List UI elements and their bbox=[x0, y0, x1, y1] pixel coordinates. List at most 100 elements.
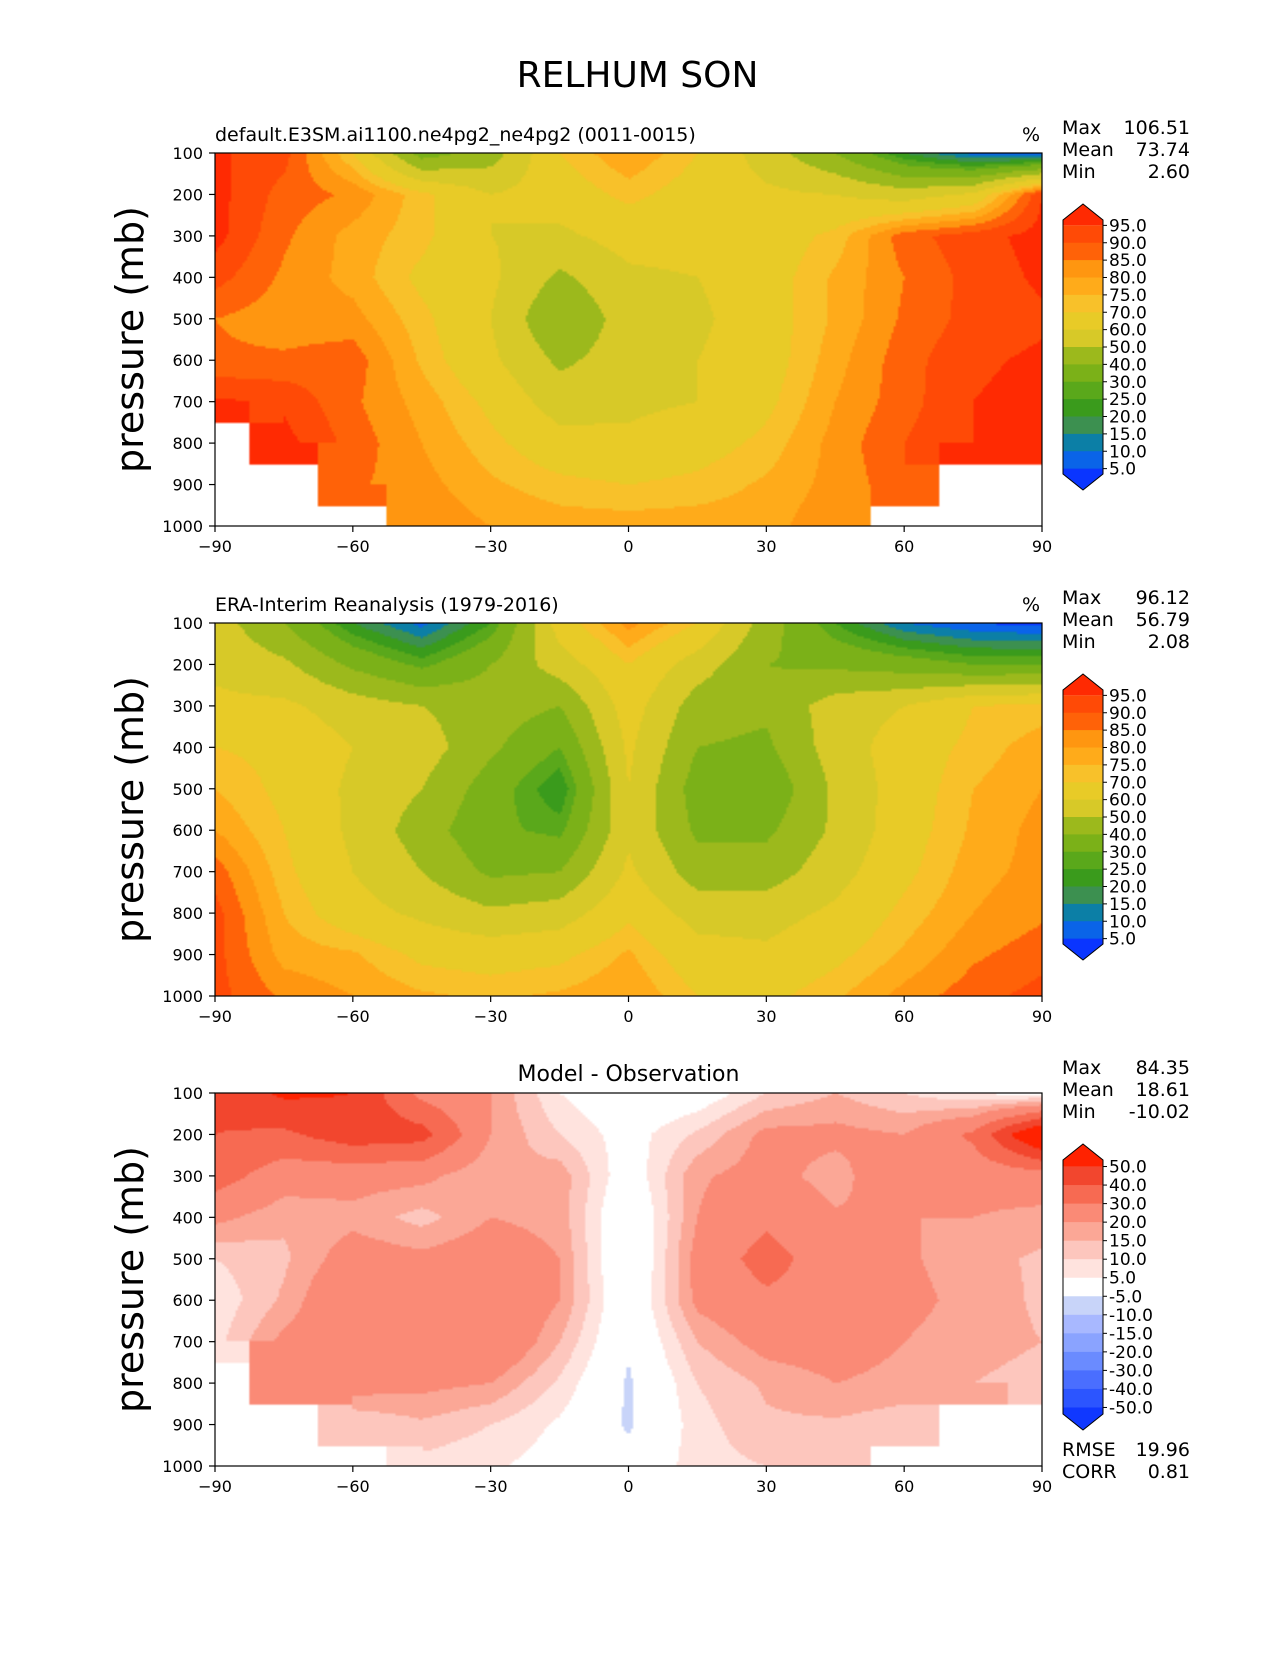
stat-value: 18.61 bbox=[1136, 1079, 1190, 1101]
colorbar-bin bbox=[1063, 869, 1103, 887]
y-tick-label: 600 bbox=[172, 1291, 203, 1310]
stat-label: Min bbox=[1062, 161, 1096, 183]
colorbar-bin bbox=[1063, 1370, 1103, 1390]
y-tick-label: 300 bbox=[172, 697, 203, 716]
y-tick-label: 600 bbox=[172, 351, 203, 370]
x-tick-label: 0 bbox=[623, 1007, 633, 1026]
colorbar-label: 20.0 bbox=[1109, 878, 1147, 898]
stat-value: 2.60 bbox=[1148, 161, 1190, 183]
colorbar-label: 90.0 bbox=[1109, 704, 1147, 724]
y-tick-label: 700 bbox=[172, 863, 203, 882]
colorbar-bin bbox=[1063, 225, 1103, 244]
x-tick-label: 60 bbox=[894, 1007, 914, 1026]
colorbar-cap-top bbox=[1063, 674, 1103, 696]
colorbar-label: 90.0 bbox=[1109, 234, 1147, 254]
stat-value: 73.74 bbox=[1136, 139, 1190, 161]
stat-value: 96.12 bbox=[1136, 587, 1190, 609]
x-tick-label: 30 bbox=[756, 1477, 776, 1496]
y-tick-label: 300 bbox=[172, 1167, 203, 1186]
colorbar-bin bbox=[1063, 242, 1103, 261]
colorbar-cap-bottom bbox=[1063, 938, 1103, 960]
stat-value: 84.35 bbox=[1136, 1057, 1190, 1079]
y-tick-label: 800 bbox=[172, 1374, 203, 1393]
contour-field bbox=[215, 153, 1042, 526]
colorbar-bin bbox=[1063, 1351, 1103, 1371]
colorbar-bin bbox=[1063, 312, 1103, 331]
colorbar-label: 30.0 bbox=[1109, 1195, 1147, 1215]
colorbar-label: 5.0 bbox=[1109, 930, 1136, 950]
colorbar-bin bbox=[1063, 799, 1103, 818]
colorbar-bin bbox=[1063, 399, 1103, 417]
colorbar-bin bbox=[1063, 1185, 1103, 1205]
colorbar-label: 60.0 bbox=[1109, 321, 1147, 341]
x-tick-label: 90 bbox=[1032, 1477, 1052, 1496]
panel-title: ERA-Interim Reanalysis (1979-2016) bbox=[215, 594, 559, 616]
colorbar-label: 50.0 bbox=[1109, 338, 1147, 358]
colorbar-bin bbox=[1063, 1259, 1103, 1279]
colorbar-label: 50.0 bbox=[1109, 1158, 1147, 1178]
stat-label: Mean bbox=[1062, 1079, 1114, 1101]
x-tick-label: 0 bbox=[623, 537, 633, 556]
stat-value: 56.79 bbox=[1136, 609, 1190, 631]
colorbar-label: 25.0 bbox=[1109, 860, 1147, 880]
colorbar-label: 50.0 bbox=[1109, 808, 1147, 828]
colorbar-bin bbox=[1063, 1203, 1103, 1223]
colorbar-bin bbox=[1063, 851, 1103, 870]
colorbar-cap-bottom bbox=[1063, 468, 1103, 490]
colorbar-bin bbox=[1063, 364, 1103, 383]
y-tick-label: 900 bbox=[172, 1416, 203, 1435]
stat-label: Max bbox=[1062, 117, 1101, 139]
colorbar-bin bbox=[1063, 1314, 1103, 1334]
stat-label: Mean bbox=[1062, 139, 1114, 161]
colorbar-cap-bottom bbox=[1063, 1407, 1103, 1430]
colorbar-bin bbox=[1063, 1296, 1103, 1316]
x-tick-label: 0 bbox=[623, 1477, 633, 1496]
y-tick-label: 1000 bbox=[162, 987, 203, 1006]
colorbar-bin bbox=[1063, 1388, 1103, 1408]
x-tick-label: −60 bbox=[336, 1007, 370, 1026]
x-tick-label: −30 bbox=[474, 1007, 508, 1026]
y-tick-label: 700 bbox=[172, 393, 203, 412]
x-tick-label: −90 bbox=[198, 1007, 232, 1026]
y-tick-label: 200 bbox=[172, 655, 203, 674]
colorbar-label: 30.0 bbox=[1109, 373, 1147, 393]
stat-value: -10.02 bbox=[1129, 1101, 1190, 1123]
y-tick-label: 400 bbox=[172, 268, 203, 287]
y-tick-label: 400 bbox=[172, 738, 203, 757]
colorbar-label: 85.0 bbox=[1109, 721, 1147, 741]
units-label: % bbox=[1022, 124, 1040, 146]
y-tick-label: 1000 bbox=[162, 1457, 203, 1476]
stat-label: Max bbox=[1062, 1057, 1101, 1079]
colorbar-cap-top bbox=[1063, 1144, 1103, 1167]
colorbar-bin bbox=[1063, 834, 1103, 853]
y-tick-label: 200 bbox=[172, 185, 203, 204]
colorbar-bin bbox=[1063, 695, 1103, 714]
y-tick-label: 700 bbox=[172, 1333, 203, 1352]
colorbar-label: 10.0 bbox=[1109, 442, 1147, 462]
colorbar-outline bbox=[1062, 1143, 1104, 1431]
stat-label: Mean bbox=[1062, 609, 1114, 631]
contour-field bbox=[215, 623, 1042, 996]
colorbar-bin bbox=[1063, 764, 1103, 783]
x-tick-label: −60 bbox=[336, 537, 370, 556]
colorbar-label: -15.0 bbox=[1109, 1324, 1153, 1344]
colorbar-bin bbox=[1063, 1333, 1103, 1353]
x-tick-label: 60 bbox=[894, 537, 914, 556]
colorbar-label: -30.0 bbox=[1109, 1361, 1153, 1381]
y-tick-label: 500 bbox=[172, 1250, 203, 1269]
colorbar-label: 80.0 bbox=[1109, 739, 1147, 759]
panel-1: default.E3SM.ai1100.ne4pg2_ne4pg2 (0011-… bbox=[108, 117, 1190, 556]
colorbar-label: 75.0 bbox=[1109, 756, 1147, 776]
y-tick-label: 800 bbox=[172, 904, 203, 923]
colorbar-label: 30.0 bbox=[1109, 843, 1147, 863]
stat-label: Min bbox=[1062, 1101, 1096, 1123]
y-tick-label: 900 bbox=[172, 946, 203, 965]
stat-label: Min bbox=[1062, 631, 1096, 653]
colorbar-bin bbox=[1063, 1166, 1103, 1186]
y-tick-label: 500 bbox=[172, 780, 203, 799]
colorbar-label: 5.0 bbox=[1109, 460, 1136, 480]
corr-label: CORR bbox=[1062, 1461, 1117, 1483]
colorbar-label: -20.0 bbox=[1109, 1343, 1153, 1363]
